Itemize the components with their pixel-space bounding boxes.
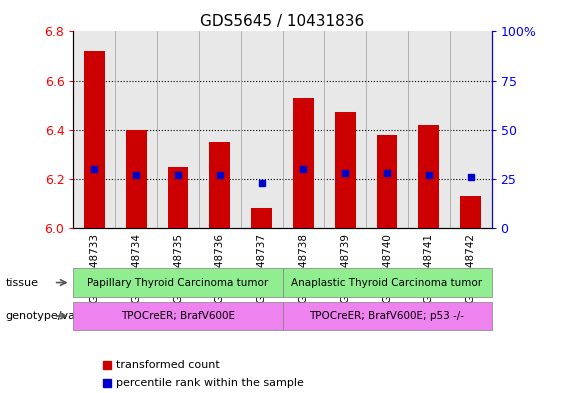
Text: Papillary Thyroid Carcinoma tumor: Papillary Thyroid Carcinoma tumor — [88, 277, 268, 288]
Title: GDS5645 / 10431836: GDS5645 / 10431836 — [201, 14, 364, 29]
Bar — [73, 302, 282, 330]
Bar — [125, 130, 147, 228]
Bar — [460, 196, 481, 228]
Text: genotype/variation: genotype/variation — [6, 311, 112, 321]
Text: percentile rank within the sample: percentile rank within the sample — [116, 378, 304, 388]
Text: TPOCreER; BrafV600E: TPOCreER; BrafV600E — [121, 311, 235, 321]
Bar — [282, 268, 492, 297]
Bar — [334, 112, 356, 228]
Bar — [418, 125, 440, 228]
Bar — [251, 208, 272, 228]
Bar — [377, 135, 398, 228]
Bar — [282, 302, 492, 330]
Text: TPOCreER; BrafV600E; p53 -/-: TPOCreER; BrafV600E; p53 -/- — [310, 311, 464, 321]
Text: transformed count: transformed count — [116, 360, 220, 371]
Bar — [293, 98, 314, 228]
Bar — [84, 51, 105, 228]
Bar — [167, 167, 189, 228]
Bar — [73, 268, 282, 297]
Text: Anaplastic Thyroid Carcinoma tumor: Anaplastic Thyroid Carcinoma tumor — [292, 277, 483, 288]
Text: tissue: tissue — [6, 277, 38, 288]
Bar — [209, 142, 231, 228]
